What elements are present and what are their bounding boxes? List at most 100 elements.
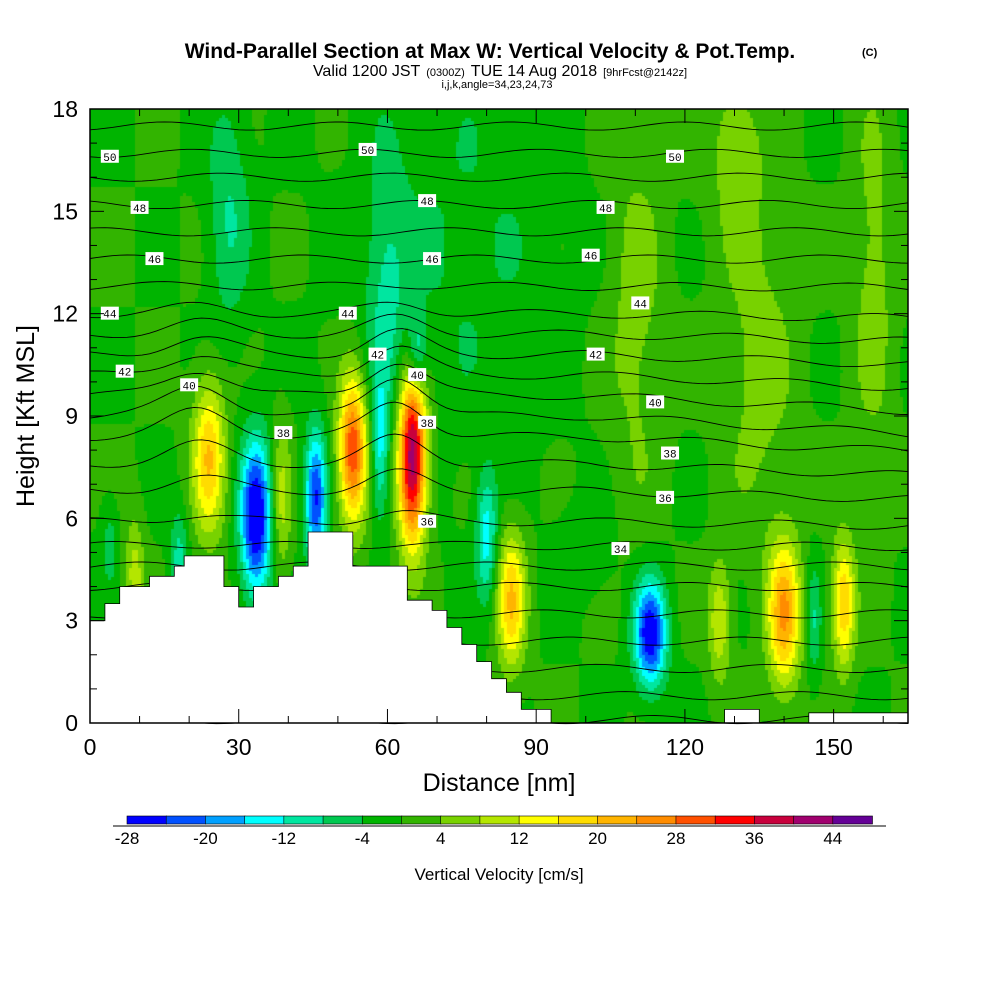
chart-title-mark: (C) xyxy=(862,47,878,59)
theta-label-bg xyxy=(368,347,387,361)
theta-contour xyxy=(89,301,909,322)
colorbar-label: 28 xyxy=(666,829,685,848)
theta-label: 34 xyxy=(611,542,630,557)
colorbar-swatch xyxy=(244,815,285,825)
y-tick-label: 12 xyxy=(52,301,78,327)
theta-label-bg xyxy=(661,446,680,460)
theta-contour xyxy=(89,254,909,264)
theta-label-text: 50 xyxy=(103,153,116,165)
colorbar-label: 12 xyxy=(510,829,529,848)
y-tick-label: 0 xyxy=(65,710,78,736)
theta-label-bg xyxy=(656,490,675,504)
subtitle-utc: (0300Z) xyxy=(426,67,465,79)
theta-label-bg xyxy=(665,149,684,163)
theta-contour xyxy=(89,148,909,158)
theta-label-bg xyxy=(646,395,665,409)
theta-label-bg xyxy=(100,149,119,163)
colorbar-label: 36 xyxy=(745,829,764,848)
colorbar-swatch xyxy=(283,815,324,825)
theta-label-bg xyxy=(130,200,149,214)
theta-contour xyxy=(89,199,909,210)
theta-label-bg xyxy=(115,364,134,378)
theta-contour xyxy=(89,345,909,391)
colorbar-swatch xyxy=(675,815,716,825)
theta-label-text: 44 xyxy=(634,299,648,311)
y-tick-label: 3 xyxy=(65,608,78,634)
colorbar-label: 44 xyxy=(823,829,842,848)
colorbar-label: -4 xyxy=(355,829,370,848)
colorbar-swatch xyxy=(832,815,873,825)
theta-label: 40 xyxy=(180,378,199,393)
theta-label-bg xyxy=(418,194,437,208)
subtitle-fcst: [9hrFcst@2142z] xyxy=(603,67,687,79)
theta-label: 42 xyxy=(586,347,605,363)
y-tick-label: 18 xyxy=(52,96,78,122)
theta-label-text: 36 xyxy=(421,518,434,530)
colorbar-label: -12 xyxy=(272,829,297,848)
theta-label-bg xyxy=(581,248,600,262)
colorbar-swatch xyxy=(558,815,599,825)
theta-contour xyxy=(89,378,909,438)
theta-label: 48 xyxy=(418,194,437,209)
y-axis-label: Height [Kft MSL] xyxy=(12,325,40,507)
subtitle-valid: Valid 1200 JST xyxy=(313,63,421,80)
theta-label: 36 xyxy=(656,490,675,506)
x-tick-label: 90 xyxy=(523,734,549,760)
theta-labels: 50 50 50 48 48 48 46 46 46 44 44 44 42 42 42 40 40 40 38 38… xyxy=(100,142,684,557)
colorbar-label: -20 xyxy=(193,829,218,848)
theta-label-text: 48 xyxy=(599,204,612,216)
theta-label: 38 xyxy=(661,446,680,462)
theta-label-bg xyxy=(274,426,293,440)
theta-label-bg xyxy=(611,542,630,556)
theta-label: 42 xyxy=(368,347,387,363)
colorbar-swatch xyxy=(361,815,403,825)
theta-label-text: 48 xyxy=(133,204,146,216)
theta-label-text: 50 xyxy=(668,153,681,165)
colorbar-swatch xyxy=(714,815,756,825)
theta-contour xyxy=(89,561,909,571)
theta-label-text: 36 xyxy=(658,494,671,506)
colorbar-swatch xyxy=(205,815,246,825)
theta-contour xyxy=(89,172,909,182)
theta-label-bg xyxy=(418,514,437,528)
theta-label: 50 xyxy=(665,149,684,165)
theta-label: 48 xyxy=(130,200,149,216)
colorbar-label: 4 xyxy=(436,829,445,848)
x-axis-label: Distance [nm] xyxy=(423,769,576,797)
theta-contour xyxy=(89,510,909,530)
theta-contour xyxy=(89,433,909,477)
theta-label: 38 xyxy=(418,415,437,431)
theta-label-text: 38 xyxy=(277,429,290,441)
theta-label-text: 34 xyxy=(614,545,628,557)
y-tick-label: 6 xyxy=(65,505,78,531)
theta-label-bg xyxy=(418,415,437,429)
theta-contour xyxy=(89,468,909,502)
theta-label-text: 42 xyxy=(589,351,602,363)
theta-label: 38 xyxy=(274,426,293,441)
theta-contour xyxy=(89,121,909,131)
colorbar-swatch xyxy=(793,815,834,825)
theta-label: 50 xyxy=(100,149,119,165)
chart-title: Wind-Parallel Section at Max W: Vertical… xyxy=(185,40,796,63)
theta-label-bg xyxy=(145,252,164,266)
theta-label-bg xyxy=(586,347,605,361)
theta-label: 46 xyxy=(423,252,442,267)
theta-label: 48 xyxy=(596,200,615,216)
theta-label-bg xyxy=(631,296,650,310)
theta-label-text: 44 xyxy=(103,310,117,322)
theta-label-text: 44 xyxy=(341,310,355,322)
theta-label-text: 42 xyxy=(371,351,384,363)
index-line: i,j,k,angle=34,23,24,73 xyxy=(441,79,552,91)
theta-label-text: 46 xyxy=(148,255,161,267)
theta-contour xyxy=(89,281,909,292)
theta-contour xyxy=(89,540,909,552)
colorbar-swatch xyxy=(165,815,207,825)
x-axis: 0 30 60 90 120 150 xyxy=(84,109,884,760)
y-tick-label: 9 xyxy=(65,403,78,429)
theta-label: 46 xyxy=(145,252,164,267)
theta-label: 50 xyxy=(358,142,377,158)
theta-contour xyxy=(89,363,909,415)
colorbar: -28 -20 -12 -4 4 12 20 28 36 44 xyxy=(113,815,886,848)
x-tick-label: 150 xyxy=(814,734,852,760)
